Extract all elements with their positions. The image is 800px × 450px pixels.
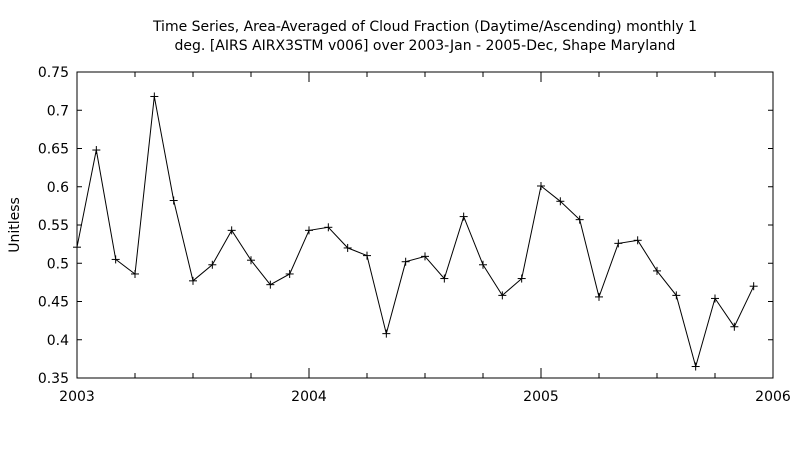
y-tick-label: 0.5: [47, 256, 69, 272]
data-point-marker: [633, 236, 642, 245]
y-tick-label: 0.6: [47, 180, 69, 196]
data-point-marker: [440, 274, 449, 283]
data-point-marker: [189, 276, 197, 285]
y-tick-label: 0.65: [38, 142, 69, 158]
x-tick-label: 2005: [523, 389, 559, 405]
plot-area-frame: [76, 71, 774, 379]
x-tick-label: 2004: [291, 389, 327, 405]
data-point-marker: [595, 292, 603, 301]
data-point-marker: [150, 92, 159, 101]
data-point-marker: [92, 146, 101, 155]
data-point-marker: [247, 256, 255, 265]
data-point-marker: [266, 280, 275, 289]
data-point-marker: [305, 226, 313, 235]
data-point-marker: [285, 269, 294, 278]
data-point-marker: [498, 291, 507, 300]
chart-title-line-2: deg. [AIRS AIRX3STM v006] over 2003-Jan …: [175, 38, 676, 54]
data-point-marker: [653, 266, 661, 275]
data-point-marker: [556, 197, 565, 206]
data-point-marker: [749, 282, 758, 291]
data-point-marker: [711, 294, 719, 303]
x-tick-label: 2006: [755, 389, 791, 405]
data-point-marker: [401, 257, 410, 266]
data-point-marker: [363, 251, 371, 260]
data-point-marker: [517, 274, 526, 283]
y-axis: 0.35 0.4 0.45 0.5 0.55 0.6 0.65 0.7 0.75: [38, 65, 773, 387]
data-point-marker: [324, 223, 333, 232]
y-axis-label: Unitless: [7, 197, 23, 253]
data-point-marker: [672, 291, 681, 300]
y-tick-label: 0.4: [47, 333, 69, 349]
data-point-marker: [208, 260, 217, 269]
y-tick-label: 0.45: [38, 295, 69, 311]
data-point-marker: [73, 243, 81, 252]
data-point-marker: [730, 322, 739, 331]
data-point-marker: [111, 255, 120, 264]
data-point-marker: [169, 196, 178, 205]
data-point-marker: [382, 329, 391, 338]
data-point-marker: [343, 243, 352, 252]
x-axis: 2003 2004 2005 2006: [59, 72, 791, 405]
y-tick-label: 0.75: [38, 65, 69, 81]
y-tick-label: 0.55: [38, 218, 69, 234]
data-point-marker: [691, 362, 700, 371]
data-point-marker: [575, 215, 584, 224]
data-point-marker: [614, 239, 623, 248]
data-point-marker: [131, 269, 139, 278]
data-point-marker: [479, 260, 487, 269]
chart-title-line-1: Time Series, Area-Averaged of Cloud Frac…: [152, 19, 697, 35]
y-tick-label: 0.7: [47, 103, 69, 119]
y-tick-label: 0.35: [38, 371, 69, 387]
series-line: [76, 96, 755, 369]
series-markers: [73, 92, 758, 371]
x-tick-label: 2003: [59, 389, 95, 405]
data-point-marker: [537, 181, 545, 190]
data-point-marker: [459, 212, 468, 221]
data-point-marker: [227, 226, 236, 235]
data-point-marker: [421, 252, 429, 261]
